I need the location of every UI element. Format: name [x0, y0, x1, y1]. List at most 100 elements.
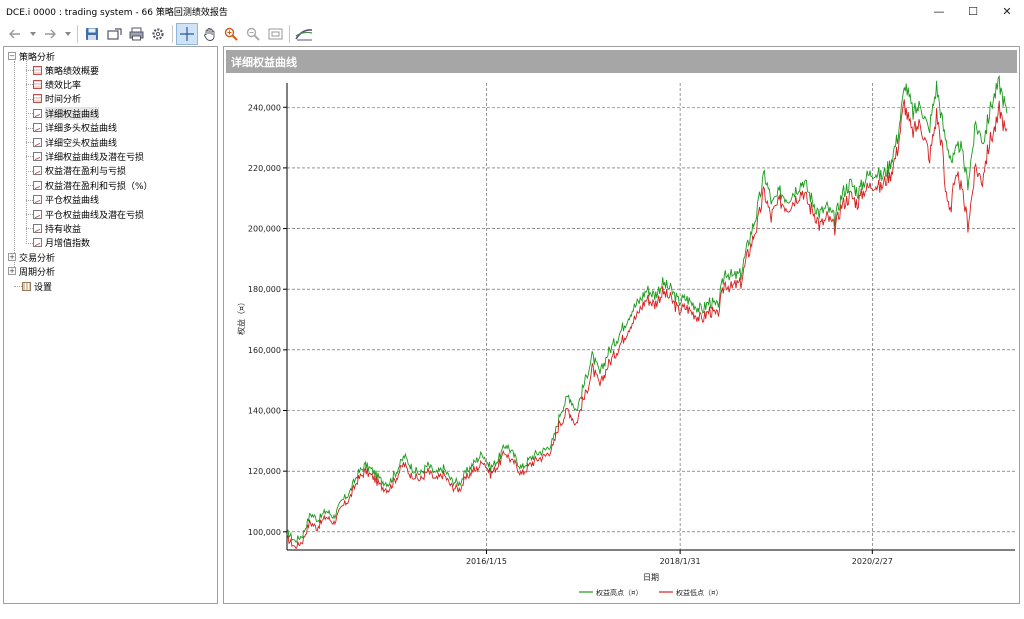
chart-icon [33, 180, 42, 190]
fit-icon[interactable] [264, 23, 286, 45]
tree-item[interactable]: 权益潜在盈利与亏损 [33, 164, 126, 178]
maximize-button[interactable]: ☐ [968, 4, 978, 18]
x-tick-label: 2020/2/27 [852, 557, 893, 566]
tree-item[interactable]: 详细多头权益曲线 [33, 121, 117, 135]
tree-item-label: 时间分析 [45, 95, 82, 106]
expand-icon[interactable]: + [8, 253, 16, 261]
tree-item[interactable]: 时间分析 [33, 92, 81, 106]
y-tick-label: 200,000 [248, 225, 281, 234]
tree-connector [26, 170, 33, 172]
tree-connector [26, 113, 33, 115]
forward-dropdown-icon[interactable] [61, 23, 74, 45]
tree-item[interactable]: 权益潜在盈利和亏损（%） [33, 178, 153, 192]
settings-icon[interactable] [147, 23, 169, 45]
chart-icon [33, 238, 42, 248]
tree-node-strategy-analysis[interactable]: − 策略分析 [8, 52, 56, 63]
legend-label-low: 权益低点（¤） [676, 588, 722, 597]
toolbar-separator [289, 25, 290, 43]
tree-node-period-analysis[interactable]: + 周期分析 [8, 267, 56, 278]
chart-icon [33, 209, 42, 219]
tree-item-label: 权益潜在盈利和亏损（%） [45, 181, 153, 192]
zoom-out-icon[interactable] [242, 23, 264, 45]
tree-connector [14, 61, 15, 275]
tree-item[interactable]: 详细权益曲线及潜在亏损 [33, 149, 144, 163]
chart-icon [33, 137, 42, 147]
tree-item-label: 平仓权益曲线 [45, 196, 100, 207]
back-arrow-icon[interactable] [4, 23, 26, 45]
collapse-icon[interactable]: − [8, 52, 16, 60]
tree-connector [26, 98, 33, 100]
equity-chart-svg[interactable]: 100,000 120,000 140,000 160,000 180,000 200,0… [226, 75, 1017, 602]
curve-icon[interactable] [293, 23, 315, 45]
chart-panel: 详细权益曲线 100,000 120,000 140,000 160,000 180,0… [223, 46, 1020, 604]
y-tick-label: 160,000 [248, 346, 281, 355]
tree-item-label: 绩效比率 [45, 80, 82, 91]
hand-icon[interactable] [198, 23, 220, 45]
chart-icon [33, 108, 42, 118]
tree-connector [26, 142, 33, 143]
tree-connector [26, 70, 33, 71]
print-icon[interactable] [125, 23, 147, 45]
chart-icon [33, 166, 42, 176]
tree-node-settings[interactable]: 设置 [22, 279, 52, 293]
y-tick-label: 100,000 [248, 528, 281, 537]
window-title: DCE.i 0000 : trading system - 66 策略回测绩效报… [6, 7, 228, 18]
settings-grid-icon [22, 281, 31, 291]
chart-icon [33, 151, 42, 161]
tree-item-label: 详细空头权益曲线 [45, 138, 118, 149]
tree-item-label: 持有收益 [45, 224, 82, 235]
tree-item[interactable]: 持有收益 [33, 221, 81, 235]
tree-item-label: 详细权益曲线 [45, 106, 100, 120]
title-bar: DCE.i 0000 : trading system - 66 策略回测绩效报… [0, 0, 1024, 22]
tree-connector [26, 199, 33, 201]
y-tick-label: 220,000 [248, 164, 281, 173]
legend-label-high: 权益高点（¤） [596, 588, 642, 597]
tree-item[interactable]: 月增值指数 [33, 236, 90, 250]
report-icon [33, 65, 42, 75]
tree-item-label: 详细多头权益曲线 [45, 124, 118, 135]
toolbar [0, 22, 1024, 46]
crosshair-icon[interactable] [176, 23, 198, 45]
series-line-equity-low [286, 99, 1008, 549]
close-button[interactable]: ✕ [1002, 4, 1012, 18]
tree-connector [26, 185, 33, 187]
tree-connector [26, 61, 27, 244]
back-dropdown-icon[interactable] [26, 23, 39, 45]
chart-header: 详细权益曲线 [226, 50, 1017, 73]
y-axis-label: 权益（¤） [236, 298, 246, 335]
equity-chart[interactable]: 100,000 120,000 140,000 160,000 180,000 200,0… [226, 75, 1017, 602]
tree-item-label: 权益潜在盈利与亏损 [45, 167, 127, 178]
save-icon[interactable] [81, 23, 103, 45]
tree-item-label: 策略绩效概要 [45, 66, 100, 77]
tree-node-trade-analysis[interactable]: + 交易分析 [8, 253, 56, 264]
tree-item-label: 详细权益曲线及潜在亏损 [45, 152, 145, 163]
x-tick-label: 2016/1/15 [466, 557, 507, 566]
chart-icon [33, 223, 42, 233]
report-icon [33, 79, 42, 89]
y-tick-label: 240,000 [248, 103, 281, 112]
minimize-button[interactable]: — [933, 4, 945, 18]
toolbar-separator [77, 25, 78, 43]
tree-item-label: 平仓权益曲线及潜在亏损 [45, 210, 145, 221]
tree-connector [26, 228, 33, 230]
tree-item[interactable]: 平仓权益曲线及潜在亏损 [33, 207, 144, 221]
y-tick-label: 120,000 [248, 467, 281, 476]
tree-connector [26, 214, 33, 215]
tree-item[interactable]: 详细空头权益曲线 [33, 135, 117, 149]
tree-item[interactable]: 绩效比率 [33, 77, 81, 91]
expand-icon[interactable]: + [8, 267, 16, 275]
export-icon[interactable] [103, 23, 125, 45]
tree-item[interactable]: 平仓权益曲线 [33, 193, 99, 207]
series-line-equity-high [286, 75, 1008, 543]
forward-arrow-icon[interactable] [39, 23, 61, 45]
tree-item[interactable]: 详细权益曲线 [33, 106, 100, 120]
chart-icon [33, 123, 42, 133]
tree-connector [26, 127, 33, 129]
report-icon [33, 94, 42, 104]
tree-item[interactable]: 策略绩效概要 [33, 63, 99, 77]
tree-connector [26, 156, 33, 158]
tree-connector [14, 286, 22, 287]
tree-item-label: 月增值指数 [45, 239, 91, 250]
zoom-in-icon[interactable] [220, 23, 242, 45]
y-tick-label: 180,000 [248, 285, 281, 294]
